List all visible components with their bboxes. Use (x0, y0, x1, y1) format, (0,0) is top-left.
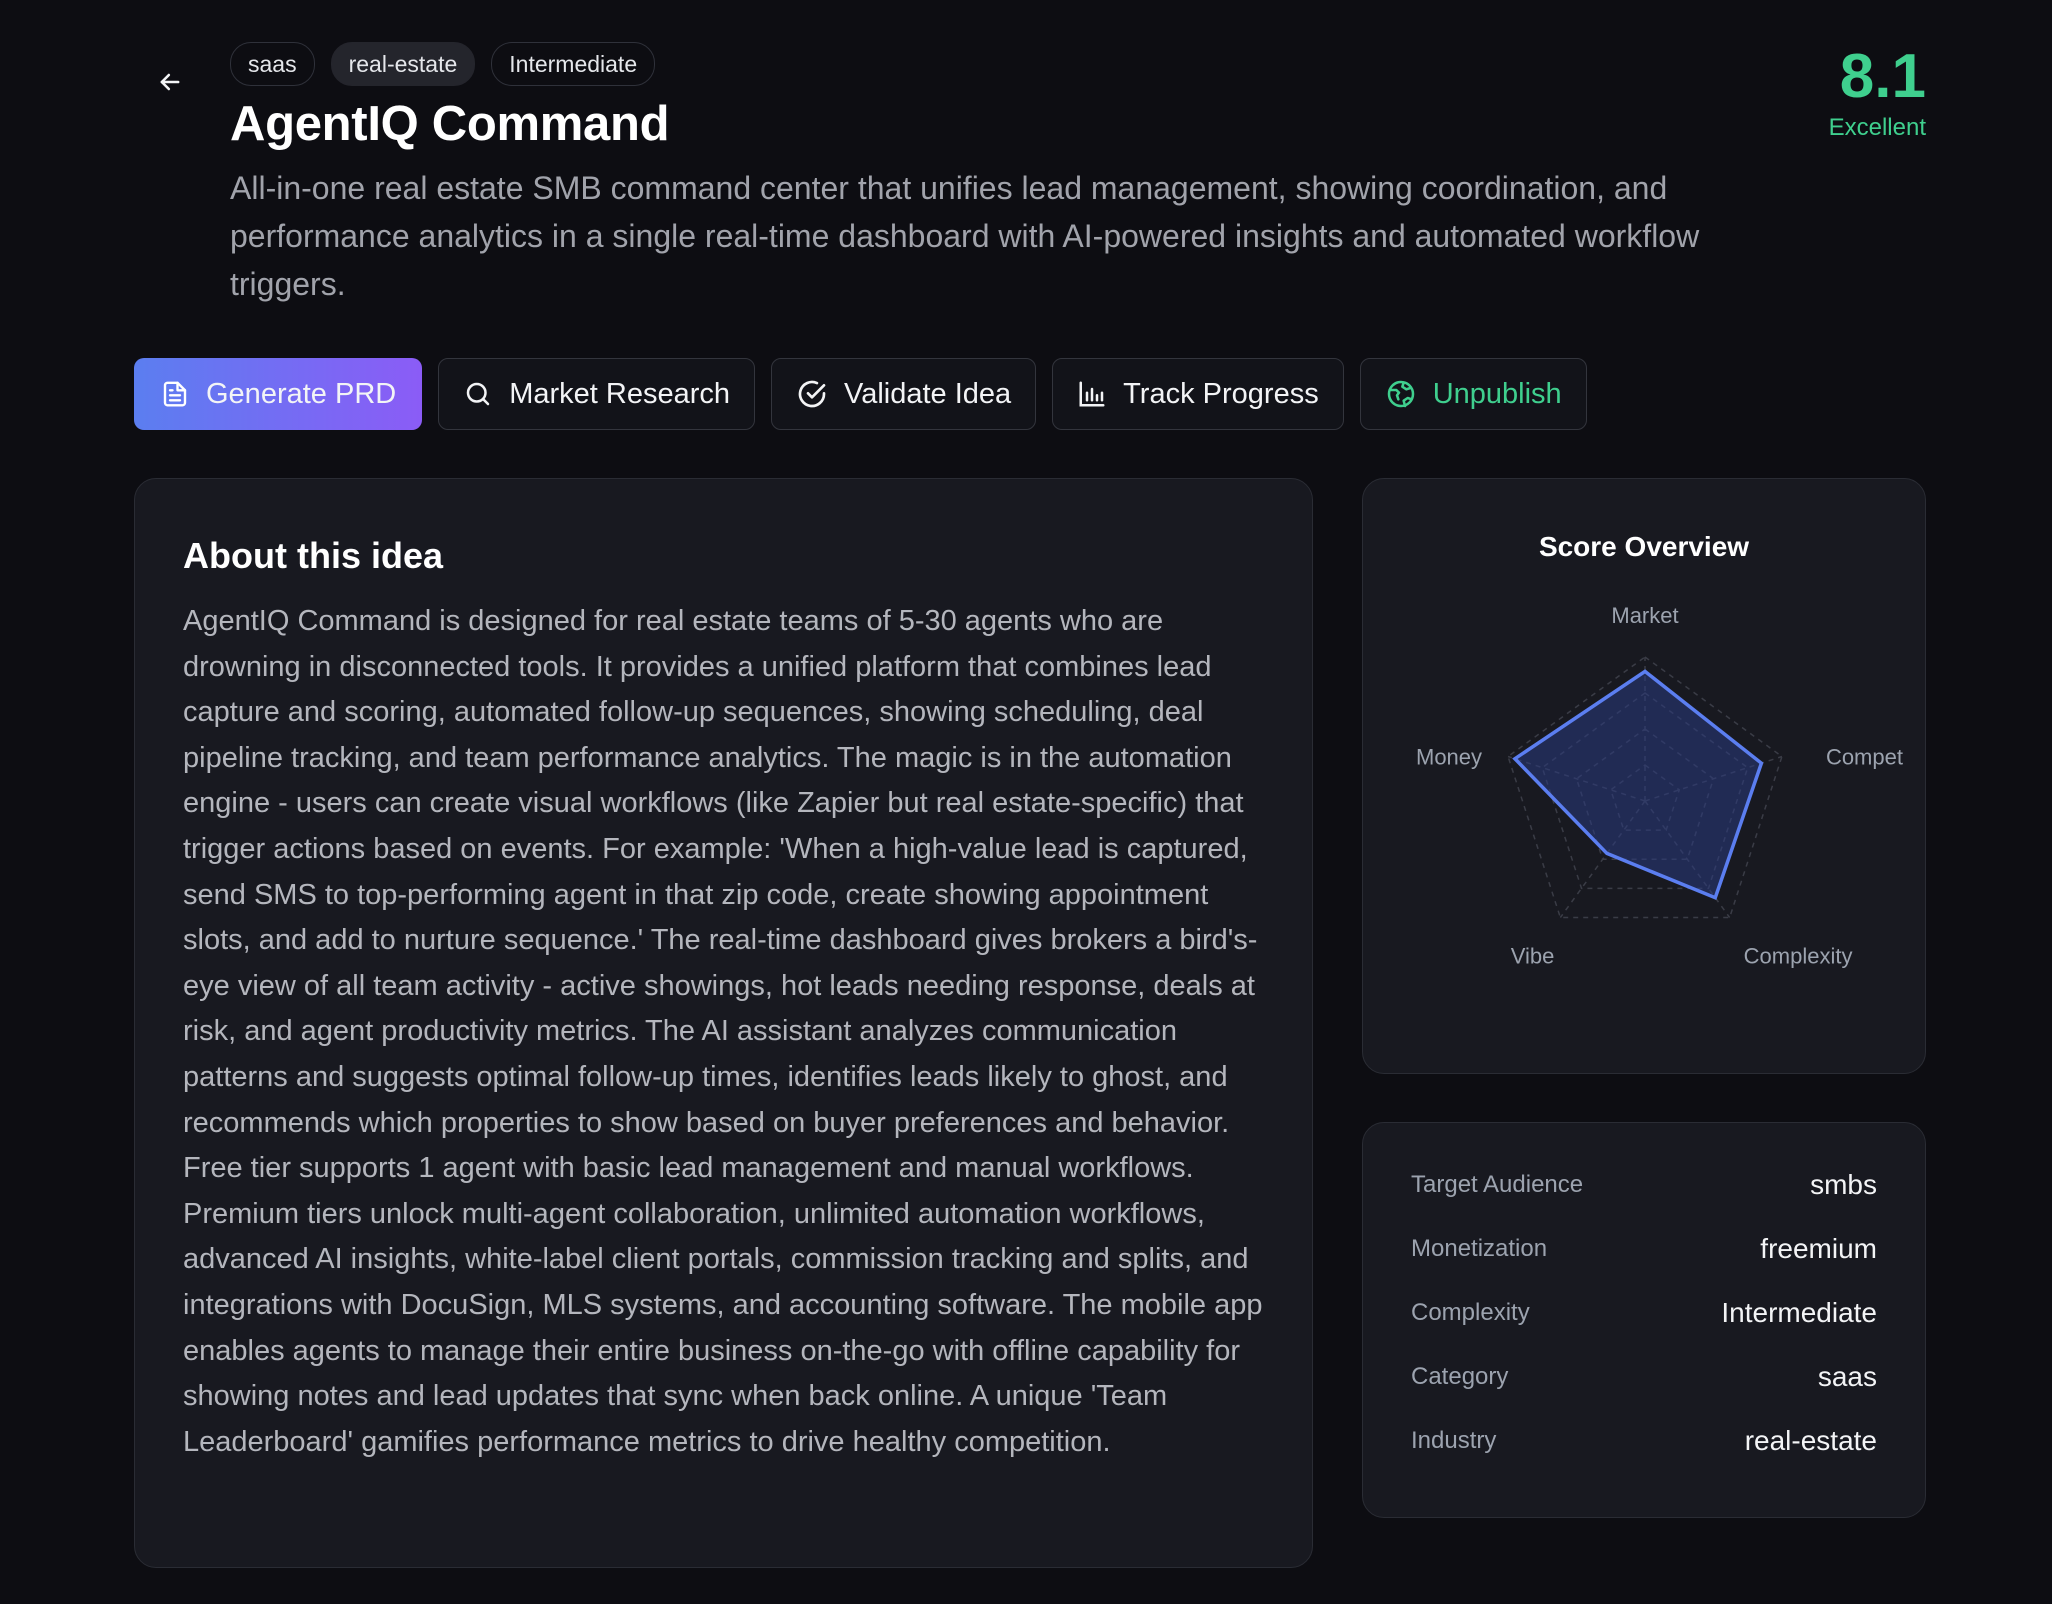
market-research-button[interactable]: Market Research (438, 358, 756, 430)
detail-row-monetization: Monetization freemium (1411, 1217, 1877, 1281)
back-button[interactable] (150, 62, 190, 102)
tag-category[interactable]: saas (230, 42, 315, 86)
score-value: 8.1 (1839, 42, 1926, 111)
about-heading: About this idea (183, 535, 443, 576)
score-label: Excellent (1828, 114, 1926, 141)
detail-key: Target Audience (1411, 1171, 1584, 1198)
track-progress-button[interactable]: Track Progress (1052, 358, 1344, 430)
arrow-left-icon (160, 73, 180, 91)
track-progress-label: Track Progress (1123, 377, 1319, 410)
detail-value: freemium (1760, 1233, 1877, 1264)
detail-key: Monetization (1411, 1235, 1548, 1262)
action-toolbar: Generate PRD Market Research Validate Id… (134, 358, 1587, 430)
about-body: AgentIQ Command is designed for real est… (183, 605, 1263, 1458)
score-display: 8.1 Excellent (1829, 44, 1926, 142)
radar-grid-ring-4 (1507, 656, 1783, 919)
detail-key: Category (1411, 1363, 1509, 1390)
check-circle-icon (798, 380, 826, 408)
detail-row-complexity: Complexity Intermediate (1411, 1281, 1877, 1345)
radar-axis-label-compet: Compet (1826, 745, 1903, 770)
market-research-label: Market Research (509, 377, 731, 410)
search-icon (466, 382, 490, 406)
generate-prd-label: Generate PRD (206, 377, 397, 410)
validate-idea-button[interactable]: Validate Idea (771, 358, 1037, 430)
tag-complexity[interactable]: Intermediate (491, 42, 656, 86)
score-overview-heading: Score Overview (1538, 531, 1750, 562)
detail-key: Industry (1411, 1427, 1497, 1454)
validate-idea-label: Validate Idea (844, 377, 1012, 410)
score-overview-card: Score Overview Market Compet Complexity Vib… (1362, 478, 1926, 1074)
radar-axis-label-vibe: Vibe (1511, 943, 1555, 968)
detail-value: Intermediate (1721, 1297, 1877, 1328)
detail-value: saas (1817, 1361, 1877, 1392)
detail-value: real-estate (1744, 1425, 1877, 1456)
globe-icon (1387, 380, 1414, 408)
page-description: All-in-one real estate SMB command cente… (230, 170, 1700, 302)
unpublish-button[interactable]: Unpublish (1359, 358, 1587, 430)
tag-list: saas real-estate Intermediate (230, 42, 656, 86)
radar-axis-label-market: Market (1611, 603, 1678, 628)
bar-chart-icon (1079, 381, 1105, 407)
detail-row-industry: Industry real-estate (1411, 1409, 1877, 1473)
tag-industry[interactable]: real-estate (330, 42, 476, 86)
detail-row-category: Category saas (1411, 1345, 1877, 1409)
radar-axis-label-complexity: Complexity (1744, 943, 1853, 968)
page-title: AgentIQ Command (230, 97, 670, 151)
unpublish-label: Unpublish (1432, 377, 1562, 410)
about-card: About this idea AgentIQ Command is desig… (134, 478, 1313, 1568)
detail-value: smbs (1810, 1169, 1877, 1200)
radar-series-area (1512, 669, 1764, 901)
detail-key: Complexity (1411, 1299, 1530, 1326)
radar-chart: Market Compet Complexity Vibe Money (1416, 603, 1903, 968)
radar-axis-label-money: Money (1416, 745, 1482, 770)
document-icon (163, 381, 187, 407)
generate-prd-button[interactable]: Generate PRD (134, 358, 423, 430)
detail-row-target-audience: Target Audience smbs (1411, 1153, 1877, 1217)
details-card: Target Audience smbs Monetization freemi… (1362, 1122, 1926, 1518)
